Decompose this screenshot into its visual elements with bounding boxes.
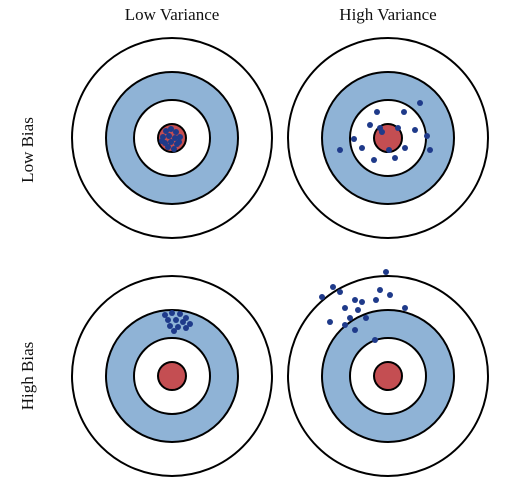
shot bbox=[363, 315, 369, 321]
shot bbox=[187, 321, 193, 327]
shot bbox=[169, 310, 175, 316]
shot bbox=[180, 319, 186, 325]
shot bbox=[424, 133, 430, 139]
shot bbox=[173, 129, 179, 135]
shot bbox=[371, 157, 377, 163]
column-label: High Variance bbox=[339, 5, 436, 24]
targets bbox=[71, 37, 489, 477]
shot bbox=[171, 146, 177, 152]
shot bbox=[342, 322, 348, 328]
shot bbox=[337, 289, 343, 295]
shot bbox=[379, 129, 385, 135]
shot bbox=[172, 135, 178, 141]
shot bbox=[347, 315, 353, 321]
shot bbox=[159, 138, 165, 144]
shot bbox=[177, 311, 183, 317]
shot bbox=[173, 317, 179, 323]
shot bbox=[373, 297, 379, 303]
shot bbox=[359, 299, 365, 305]
shot bbox=[165, 317, 171, 323]
row-label: Low Bias bbox=[18, 117, 37, 183]
shot bbox=[427, 147, 433, 153]
shot bbox=[163, 128, 169, 134]
shot bbox=[165, 144, 171, 150]
shot bbox=[168, 139, 174, 145]
shot bbox=[402, 145, 408, 151]
shot bbox=[183, 325, 189, 331]
shot bbox=[402, 305, 408, 311]
shot bbox=[417, 100, 423, 106]
shot bbox=[377, 287, 383, 293]
shot bbox=[167, 323, 173, 329]
shot bbox=[342, 305, 348, 311]
shot bbox=[171, 328, 177, 334]
shot bbox=[383, 269, 389, 275]
shot bbox=[319, 294, 325, 300]
bullseye bbox=[373, 361, 403, 391]
shot bbox=[168, 126, 174, 132]
shot bbox=[367, 122, 373, 128]
shot bbox=[177, 134, 183, 140]
shot bbox=[166, 133, 172, 139]
shot bbox=[327, 319, 333, 325]
shot bbox=[175, 324, 181, 330]
shot bbox=[330, 284, 336, 290]
shot bbox=[351, 136, 357, 142]
row-label: High Bias bbox=[18, 342, 37, 410]
shot bbox=[176, 139, 182, 145]
shot bbox=[352, 297, 358, 303]
shot bbox=[337, 147, 343, 153]
shot bbox=[359, 145, 365, 151]
shot bbox=[386, 147, 392, 153]
shot bbox=[395, 125, 401, 131]
shot bbox=[412, 127, 418, 133]
shot bbox=[401, 109, 407, 115]
shot bbox=[355, 307, 361, 313]
shot bbox=[387, 292, 393, 298]
shot bbox=[374, 109, 380, 115]
column-label: Low Variance bbox=[125, 5, 220, 24]
shot bbox=[352, 327, 358, 333]
shot bbox=[392, 155, 398, 161]
shot bbox=[372, 337, 378, 343]
bullseye bbox=[157, 361, 187, 391]
shot bbox=[162, 312, 168, 318]
